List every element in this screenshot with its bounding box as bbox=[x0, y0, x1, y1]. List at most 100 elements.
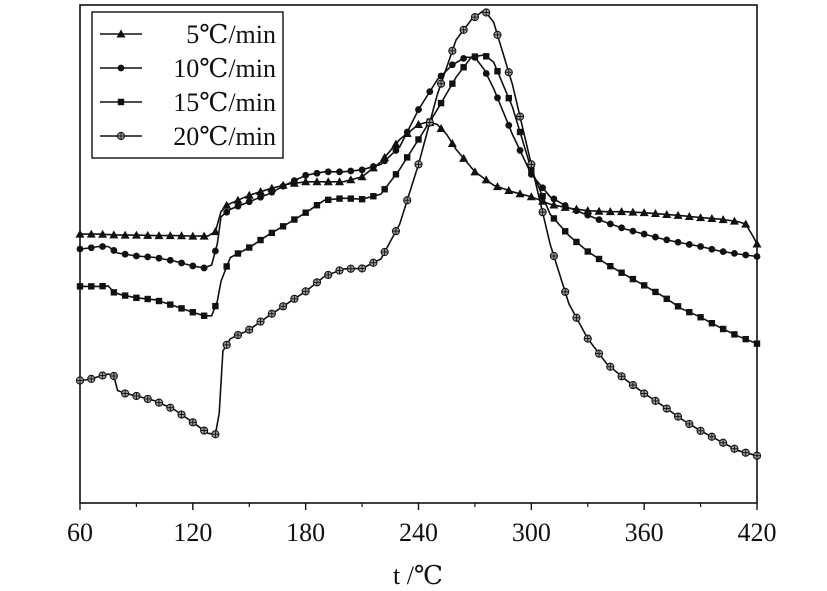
data-point bbox=[336, 168, 343, 176]
x-tick-label-240: 240 bbox=[399, 518, 438, 547]
data-point bbox=[110, 247, 118, 254]
data-point bbox=[539, 193, 546, 200]
data-point bbox=[561, 287, 570, 296]
data-point bbox=[244, 190, 254, 199]
data-point bbox=[257, 193, 264, 201]
data-point bbox=[595, 255, 603, 263]
series-3 bbox=[76, 53, 761, 347]
data-point bbox=[154, 398, 164, 407]
legend-label: 15℃/min bbox=[173, 88, 276, 117]
data-point bbox=[120, 230, 130, 239]
data-point bbox=[663, 236, 671, 244]
data-point bbox=[200, 312, 208, 319]
data-point bbox=[493, 30, 502, 39]
data-point bbox=[189, 309, 197, 316]
data-point bbox=[324, 168, 332, 176]
data-point bbox=[482, 70, 490, 77]
data-point bbox=[381, 157, 389, 165]
legend-label: 20℃/min bbox=[173, 122, 276, 151]
data-point bbox=[381, 186, 388, 193]
data-point bbox=[483, 53, 490, 60]
data-point bbox=[673, 412, 683, 421]
data-point bbox=[346, 175, 356, 184]
data-point bbox=[651, 396, 660, 406]
data-point bbox=[697, 314, 704, 321]
data-point bbox=[177, 231, 187, 240]
data-point bbox=[302, 171, 310, 179]
data-point bbox=[392, 171, 400, 178]
data-point bbox=[640, 282, 648, 289]
data-point bbox=[505, 121, 513, 129]
data-point bbox=[606, 362, 615, 371]
data-point bbox=[313, 169, 321, 177]
data-point bbox=[459, 25, 468, 34]
data-point bbox=[245, 198, 253, 206]
data-point bbox=[335, 177, 345, 186]
data-point bbox=[223, 263, 230, 270]
data-point bbox=[673, 210, 683, 219]
x-tick-label-360: 360 bbox=[625, 518, 664, 547]
data-point bbox=[302, 209, 309, 216]
data-point bbox=[607, 262, 614, 270]
data-point bbox=[290, 294, 299, 303]
legend-label: 5℃/min bbox=[186, 20, 276, 49]
data-point bbox=[447, 138, 457, 147]
data-point bbox=[617, 207, 627, 216]
data-point bbox=[719, 438, 728, 447]
data-point bbox=[707, 214, 717, 223]
data-point bbox=[494, 68, 501, 75]
series-2 bbox=[76, 53, 761, 272]
data-point bbox=[482, 8, 491, 17]
data-point bbox=[628, 380, 637, 390]
data-point bbox=[415, 136, 422, 143]
data-point bbox=[391, 139, 401, 148]
data-point bbox=[573, 238, 580, 246]
data-point bbox=[256, 187, 266, 196]
data-point bbox=[86, 229, 96, 238]
data-point bbox=[753, 253, 761, 260]
data-point bbox=[550, 195, 558, 203]
data-point bbox=[88, 283, 95, 290]
data-point bbox=[731, 331, 738, 338]
data-point bbox=[539, 184, 547, 192]
data-point bbox=[200, 426, 209, 435]
data-point bbox=[323, 177, 333, 186]
data-point bbox=[448, 61, 456, 69]
data-point bbox=[696, 213, 706, 222]
data-point bbox=[210, 227, 220, 236]
data-point bbox=[662, 209, 672, 218]
legend-item-4: 20℃/min bbox=[100, 122, 276, 151]
data-point bbox=[437, 99, 445, 107]
data-point bbox=[166, 403, 175, 412]
data-point bbox=[178, 305, 185, 312]
data-point bbox=[312, 177, 322, 186]
data-point bbox=[109, 371, 118, 381]
legend-marker bbox=[116, 29, 126, 38]
data-point bbox=[199, 231, 209, 240]
data-point bbox=[674, 238, 682, 246]
data-point bbox=[618, 269, 625, 276]
data-point bbox=[459, 153, 469, 162]
data-point bbox=[470, 12, 480, 22]
data-point bbox=[470, 167, 480, 176]
data-point bbox=[572, 313, 581, 322]
data-point bbox=[617, 372, 626, 381]
data-point bbox=[133, 252, 140, 260]
data-point bbox=[526, 192, 536, 201]
legend-item-3: 15℃/min bbox=[100, 88, 276, 117]
data-point bbox=[109, 230, 119, 239]
data-point bbox=[528, 166, 535, 173]
data-point bbox=[505, 94, 512, 102]
x-axis-ticks: 60 120 180 240 300 360 420 bbox=[67, 503, 777, 547]
data-point bbox=[471, 53, 479, 60]
data-point bbox=[357, 264, 367, 273]
data-point bbox=[144, 295, 151, 303]
x-tick-label-60: 60 bbox=[67, 518, 93, 547]
data-point bbox=[662, 404, 671, 413]
data-point bbox=[605, 207, 615, 216]
data-point bbox=[663, 295, 670, 303]
data-point bbox=[211, 430, 220, 439]
data-point bbox=[481, 175, 491, 184]
data-point bbox=[697, 243, 704, 250]
